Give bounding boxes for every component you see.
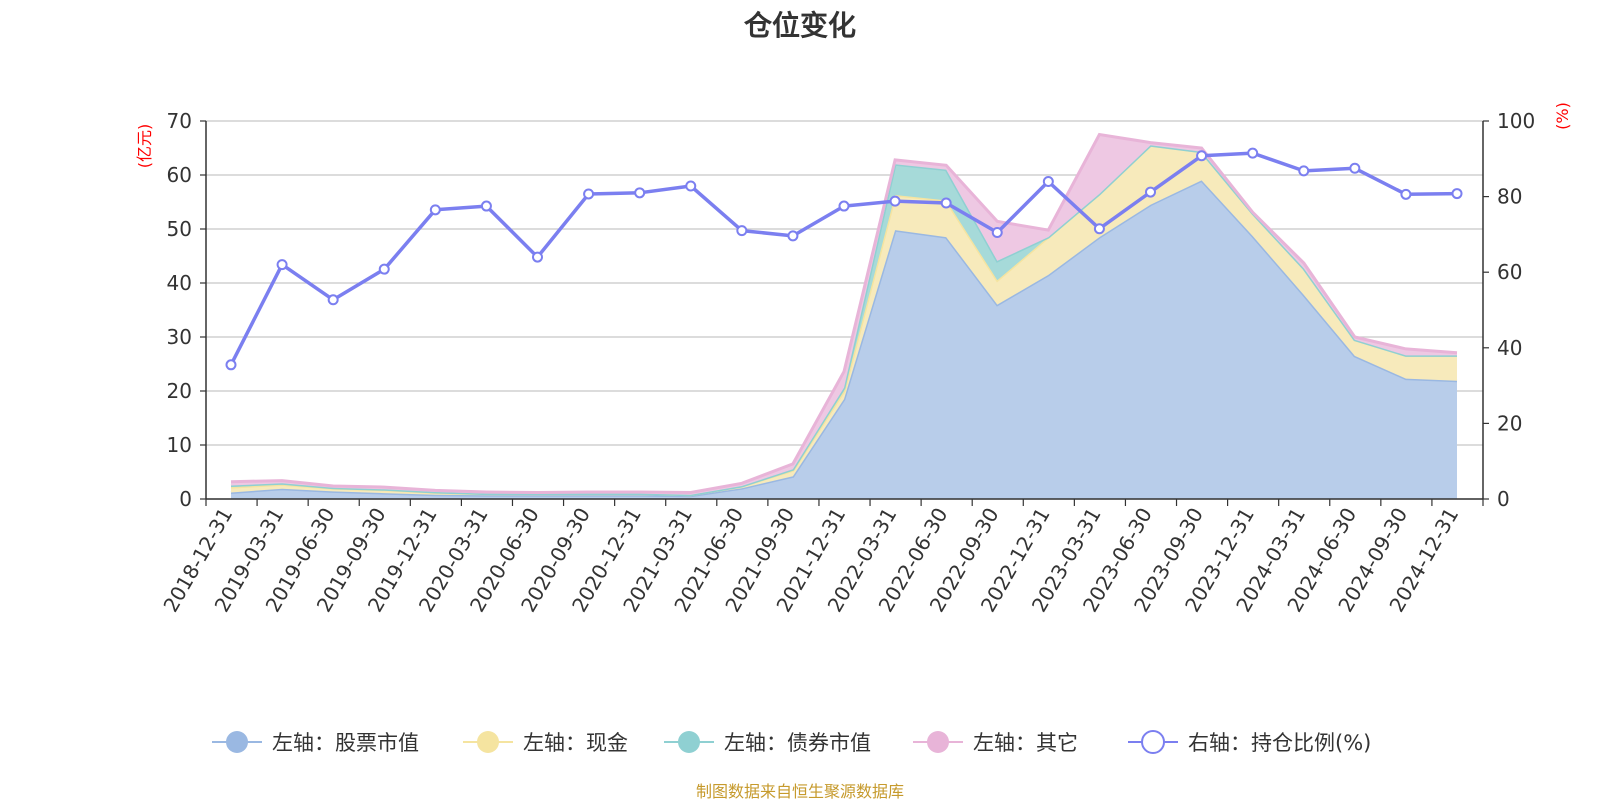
ratio-point	[378, 263, 390, 275]
left-axis-tick-label: 20	[167, 379, 192, 403]
legend-label: 左轴：股票市值	[272, 731, 419, 755]
ratio-point	[532, 251, 543, 263]
legend: 左轴：股票市值 左轴：现金 左轴：债券市值 左轴：其它 右轴：持仓比例(%)	[212, 730, 1371, 755]
stacked-areas	[230, 132, 1458, 499]
position-ratio-line	[225, 147, 1463, 371]
ratio-point	[327, 294, 339, 306]
right-axis-tick-label: 0	[1497, 487, 1510, 511]
left-axis-tick-label: 30	[167, 325, 192, 349]
legend-marker-dot	[1141, 730, 1165, 754]
legend-marker-dot	[678, 731, 700, 753]
area-series-line-3	[230, 132, 1458, 495]
right-axis-tick-label: 40	[1497, 336, 1522, 360]
legend-item: 左轴：债券市值	[664, 731, 871, 755]
ratio-point	[583, 188, 595, 200]
ratio-point	[1451, 188, 1463, 200]
legend-item: 左轴：现金	[463, 731, 628, 755]
ratio-point	[1042, 175, 1054, 187]
ratio-point	[787, 230, 799, 242]
left-axis-tick-label: 70	[167, 109, 192, 133]
ratio-point	[225, 359, 237, 371]
left-axis-tick-label: 40	[167, 271, 192, 295]
ratio-point	[429, 204, 441, 216]
right-axis-tick-label: 60	[1497, 260, 1522, 284]
ratio-point	[480, 200, 492, 212]
ratio-point	[1093, 223, 1105, 235]
ratio-point	[991, 227, 1003, 239]
legend-marker-dot	[477, 731, 499, 753]
data-source-note: 制图数据来自恒生聚源数据库	[695, 784, 904, 801]
ratio-point	[1400, 188, 1412, 200]
ratio-point	[276, 259, 288, 271]
ratio-point	[1196, 150, 1208, 162]
ratio-point	[736, 225, 748, 237]
legend-label: 左轴：债券市值	[724, 731, 871, 755]
left-axis-tick-label: 50	[167, 217, 192, 241]
right-axis-tick-label: 80	[1497, 185, 1522, 209]
legend-label: 左轴：现金	[523, 731, 628, 755]
left-axis-tick-label: 60	[167, 163, 192, 187]
legend-item: 左轴：股票市值	[212, 731, 419, 755]
right-axis-unit: (%)	[1553, 102, 1572, 130]
ratio-point	[940, 197, 952, 209]
ratio-point	[1298, 165, 1310, 177]
ratio-point	[685, 180, 697, 192]
left-axis-tick-label: 10	[167, 433, 192, 457]
ratio-point	[889, 195, 901, 207]
left-axis-unit: (亿元)	[135, 124, 154, 169]
right-axis-tick-label: 20	[1497, 411, 1522, 435]
ratio-point	[1247, 147, 1259, 159]
left-axis-tick-label: 0	[179, 487, 192, 511]
legend-marker-dot	[927, 731, 949, 753]
ratio-point	[634, 187, 646, 199]
legend-label: 左轴：其它	[973, 731, 1078, 755]
legend-item: 右轴：持仓比例(%)	[1128, 730, 1371, 755]
legend-item: 左轴：其它	[913, 731, 1078, 755]
area-series-0	[231, 180, 1457, 499]
chart-title: 仓位变化	[743, 10, 856, 41]
legend-label: 右轴：持仓比例(%)	[1188, 731, 1371, 755]
ratio-point	[1145, 186, 1156, 198]
ratio-point	[838, 200, 850, 212]
right-axis-tick-label: 100	[1497, 109, 1535, 133]
legend-marker-dot	[226, 731, 248, 753]
ratio-point	[1349, 162, 1361, 174]
